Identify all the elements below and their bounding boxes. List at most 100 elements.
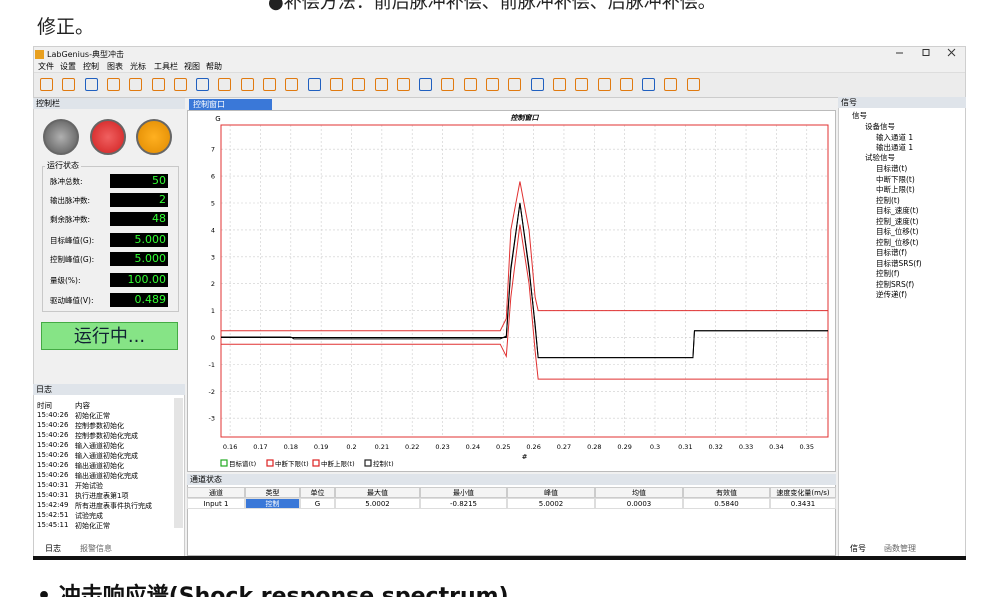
menu-item[interactable]: 光标	[130, 62, 146, 71]
window-controls[interactable]	[890, 46, 960, 60]
legend-checkbox[interactable]	[266, 459, 274, 467]
control-button[interactable]	[89, 119, 126, 155]
toolbar-button[interactable]	[664, 78, 678, 91]
log-scrollbar[interactable]	[174, 398, 183, 528]
tree-node[interactable]: 控制_位移(t)	[876, 237, 919, 247]
tree-node[interactable]: 输出通道 1	[876, 143, 914, 152]
toolbar-button[interactable]	[619, 78, 633, 91]
toolbar-button[interactable]	[196, 78, 210, 91]
x-tick-label: 0.2	[346, 443, 356, 451]
tree-node[interactable]: 设备信号	[865, 122, 895, 131]
toolbar-button[interactable]	[84, 78, 98, 91]
tab[interactable]: 信号	[850, 544, 866, 553]
tree-node[interactable]: 中断下限(t)	[876, 174, 915, 184]
legend-checkbox[interactable]	[312, 459, 320, 467]
toolbar-button[interactable]	[218, 78, 232, 91]
toolbar-button[interactable]	[552, 78, 566, 91]
tree-node[interactable]: 目标谱(t)	[876, 164, 908, 173]
run-status-button[interactable]: 运行中...	[41, 322, 178, 350]
table-header: 速度变化量(m/s)	[770, 487, 836, 498]
table-header: 均值	[595, 487, 683, 498]
legend-checkbox[interactable]	[364, 459, 372, 467]
toolbar-button[interactable]	[686, 78, 700, 91]
toolbar-button[interactable]	[129, 78, 143, 91]
tree-node[interactable]: 逆传递(f)	[876, 290, 907, 299]
toolbar-button[interactable]	[463, 78, 477, 91]
toolbar-button[interactable]	[40, 78, 53, 91]
tree-node[interactable]: 目标_速度(t)	[876, 206, 919, 215]
tree-node[interactable]: 控制(t)	[876, 195, 900, 205]
toolbar-button[interactable]	[240, 78, 254, 91]
toolbar-button[interactable]	[173, 78, 187, 91]
tree-node[interactable]: 中断上限(t)	[876, 185, 915, 194]
x-tick-label: 0.33	[739, 443, 753, 451]
tree-node[interactable]: 目标_位移(t)	[876, 227, 919, 236]
toolbar-button[interactable]	[419, 78, 433, 91]
right-panel-header	[838, 97, 966, 108]
log-time: 15:42:49	[37, 501, 69, 509]
tree-node[interactable]: 目标谱(f)	[876, 248, 907, 257]
control-button[interactable]	[136, 119, 172, 155]
table-header: 类型	[245, 487, 300, 498]
toolbar-button[interactable]	[441, 78, 455, 91]
menu-item[interactable]: 视图	[184, 62, 200, 71]
tree-node[interactable]: 控制(f)	[876, 269, 900, 278]
table-cell: 5.0002	[507, 498, 595, 509]
toolbar-button[interactable]	[151, 78, 165, 91]
table-cell: 控制	[245, 498, 300, 509]
toolbar-button[interactable]	[597, 78, 611, 91]
toolbar-button[interactable]	[508, 78, 522, 91]
legend-checkbox[interactable]	[220, 459, 228, 467]
log-time: 15:40:26	[37, 441, 69, 449]
chart-title: 控制窗口	[511, 113, 540, 122]
log-text: 输入通道初始化完成	[75, 452, 138, 460]
y-tick-label: 4	[211, 226, 215, 234]
tree-node[interactable]: 信号	[852, 111, 867, 120]
toolbar-button[interactable]	[329, 78, 343, 91]
legend-label: 中断上限(t)	[321, 459, 355, 468]
toolbar-button[interactable]	[575, 78, 589, 91]
x-tick-label: 0.16	[223, 443, 237, 451]
tab[interactable]: 报警信息	[80, 544, 112, 553]
tab[interactable]: 函数管理	[884, 544, 916, 553]
log-time: 15:40:31	[37, 481, 69, 489]
toolbar-button[interactable]	[62, 78, 76, 91]
menu-item[interactable]: 工具栏	[154, 62, 178, 71]
toolbar-button[interactable]	[486, 78, 499, 91]
menu-item[interactable]: 帮助	[206, 62, 222, 71]
table-cell: Input 1	[187, 498, 245, 509]
toolbar-button[interactable]	[374, 78, 388, 91]
menu-item[interactable]: 设置	[60, 62, 76, 71]
tree-node[interactable]: 控制_速度(t)	[876, 216, 919, 226]
table-cell: 5.0002	[335, 498, 420, 509]
maximize[interactable]	[922, 49, 930, 56]
right-panel	[838, 97, 966, 557]
tab[interactable]: 控制窗口	[189, 99, 272, 110]
toolbar-button[interactable]	[642, 78, 656, 91]
toolbar-button[interactable]	[285, 78, 299, 91]
toolbar-button[interactable]	[263, 78, 276, 91]
toolbar-button[interactable]	[307, 78, 321, 91]
toolbar-button[interactable]	[530, 78, 544, 91]
status-panel-header	[187, 474, 836, 485]
tree-node[interactable]: 目标谱SRS(f)	[876, 258, 922, 268]
menu-item[interactable]: 控制	[83, 62, 99, 71]
close[interactable]	[947, 48, 956, 57]
tree-node[interactable]: 控制SRS(f)	[876, 279, 915, 289]
toolbar-button[interactable]	[352, 78, 366, 91]
x-tick-label: 0.23	[435, 443, 449, 451]
tree-node[interactable]: 试验信号	[865, 153, 895, 162]
menu-item[interactable]: 文件	[38, 62, 54, 71]
x-tick-label: 0.34	[769, 443, 783, 451]
tab[interactable]: 日志	[45, 544, 61, 553]
tree-node[interactable]: 输入通道 1	[876, 133, 914, 142]
x-tick-label: 0.17	[253, 443, 267, 451]
app-icon	[35, 50, 44, 59]
toolbar-button[interactable]	[106, 78, 120, 91]
control-button[interactable]	[43, 119, 79, 155]
log-time: 15:40:26	[37, 431, 69, 439]
group-title: 运行状态	[45, 160, 81, 171]
toolbar-button[interactable]	[396, 78, 410, 91]
menu-item[interactable]: 图表	[107, 62, 123, 71]
